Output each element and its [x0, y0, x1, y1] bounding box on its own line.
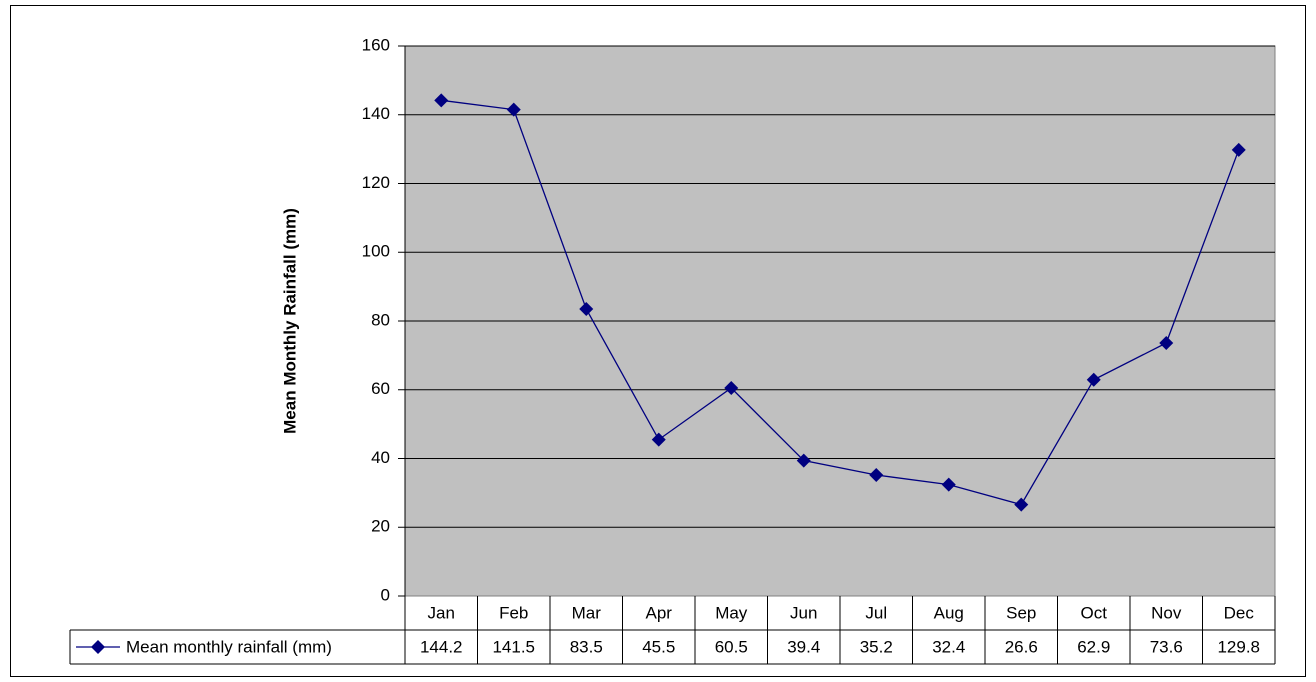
y-tick-label: 120	[362, 173, 390, 192]
marker	[1231, 142, 1246, 157]
x-tick-label: Sep	[1006, 603, 1036, 622]
marker	[1086, 372, 1101, 387]
x-tick-label: Dec	[1224, 603, 1255, 622]
x-tick-label: Oct	[1081, 603, 1108, 622]
marker	[506, 102, 521, 117]
marker	[796, 453, 811, 468]
x-tick-label: Aug	[934, 603, 964, 622]
x-tick-label: Mar	[572, 603, 602, 622]
table-value: 32.4	[932, 637, 965, 656]
x-tick-label: May	[715, 603, 748, 622]
y-tick-label: 40	[371, 448, 390, 467]
y-tick-label: 60	[371, 379, 390, 398]
marker	[579, 301, 594, 316]
y-tick-label: 20	[371, 517, 390, 536]
table-value: 83.5	[570, 637, 603, 656]
y-tick-label: 140	[362, 104, 390, 123]
table-value: 144.2	[420, 637, 463, 656]
y-axis-title: Mean Monthly Rainfall (mm)	[280, 208, 299, 434]
marker	[651, 432, 666, 447]
y-tick-label: 80	[371, 310, 390, 329]
marker	[941, 477, 956, 492]
x-tick-label: Jun	[790, 603, 817, 622]
table-value: 45.5	[642, 637, 675, 656]
table-value: 26.6	[1005, 637, 1038, 656]
x-tick-label: Jul	[865, 603, 887, 622]
marker	[869, 468, 884, 482]
x-tick-label: Jan	[428, 603, 455, 622]
x-tick-label: Nov	[1151, 603, 1182, 622]
y-tick-label: 160	[362, 35, 390, 54]
marker	[434, 93, 449, 108]
table-value: 73.6	[1150, 637, 1183, 656]
legend-marker	[91, 640, 105, 654]
y-tick-label: 0	[381, 585, 390, 604]
table-value: 129.8	[1217, 637, 1260, 656]
legend-label: Mean monthly rainfall (mm)	[126, 637, 332, 656]
table-value: 62.9	[1077, 637, 1110, 656]
line	[441, 99, 1240, 506]
table-value: 60.5	[715, 637, 748, 656]
x-tick-label: Feb	[499, 603, 528, 622]
y-tick-label: 100	[362, 242, 390, 261]
table-value: 39.4	[787, 637, 820, 656]
marker	[1159, 336, 1174, 350]
marker	[724, 381, 739, 396]
x-tick-label: Apr	[646, 603, 673, 622]
table-value: 35.2	[860, 637, 893, 656]
marker	[1014, 497, 1029, 512]
table-value: 141.5	[492, 637, 535, 656]
